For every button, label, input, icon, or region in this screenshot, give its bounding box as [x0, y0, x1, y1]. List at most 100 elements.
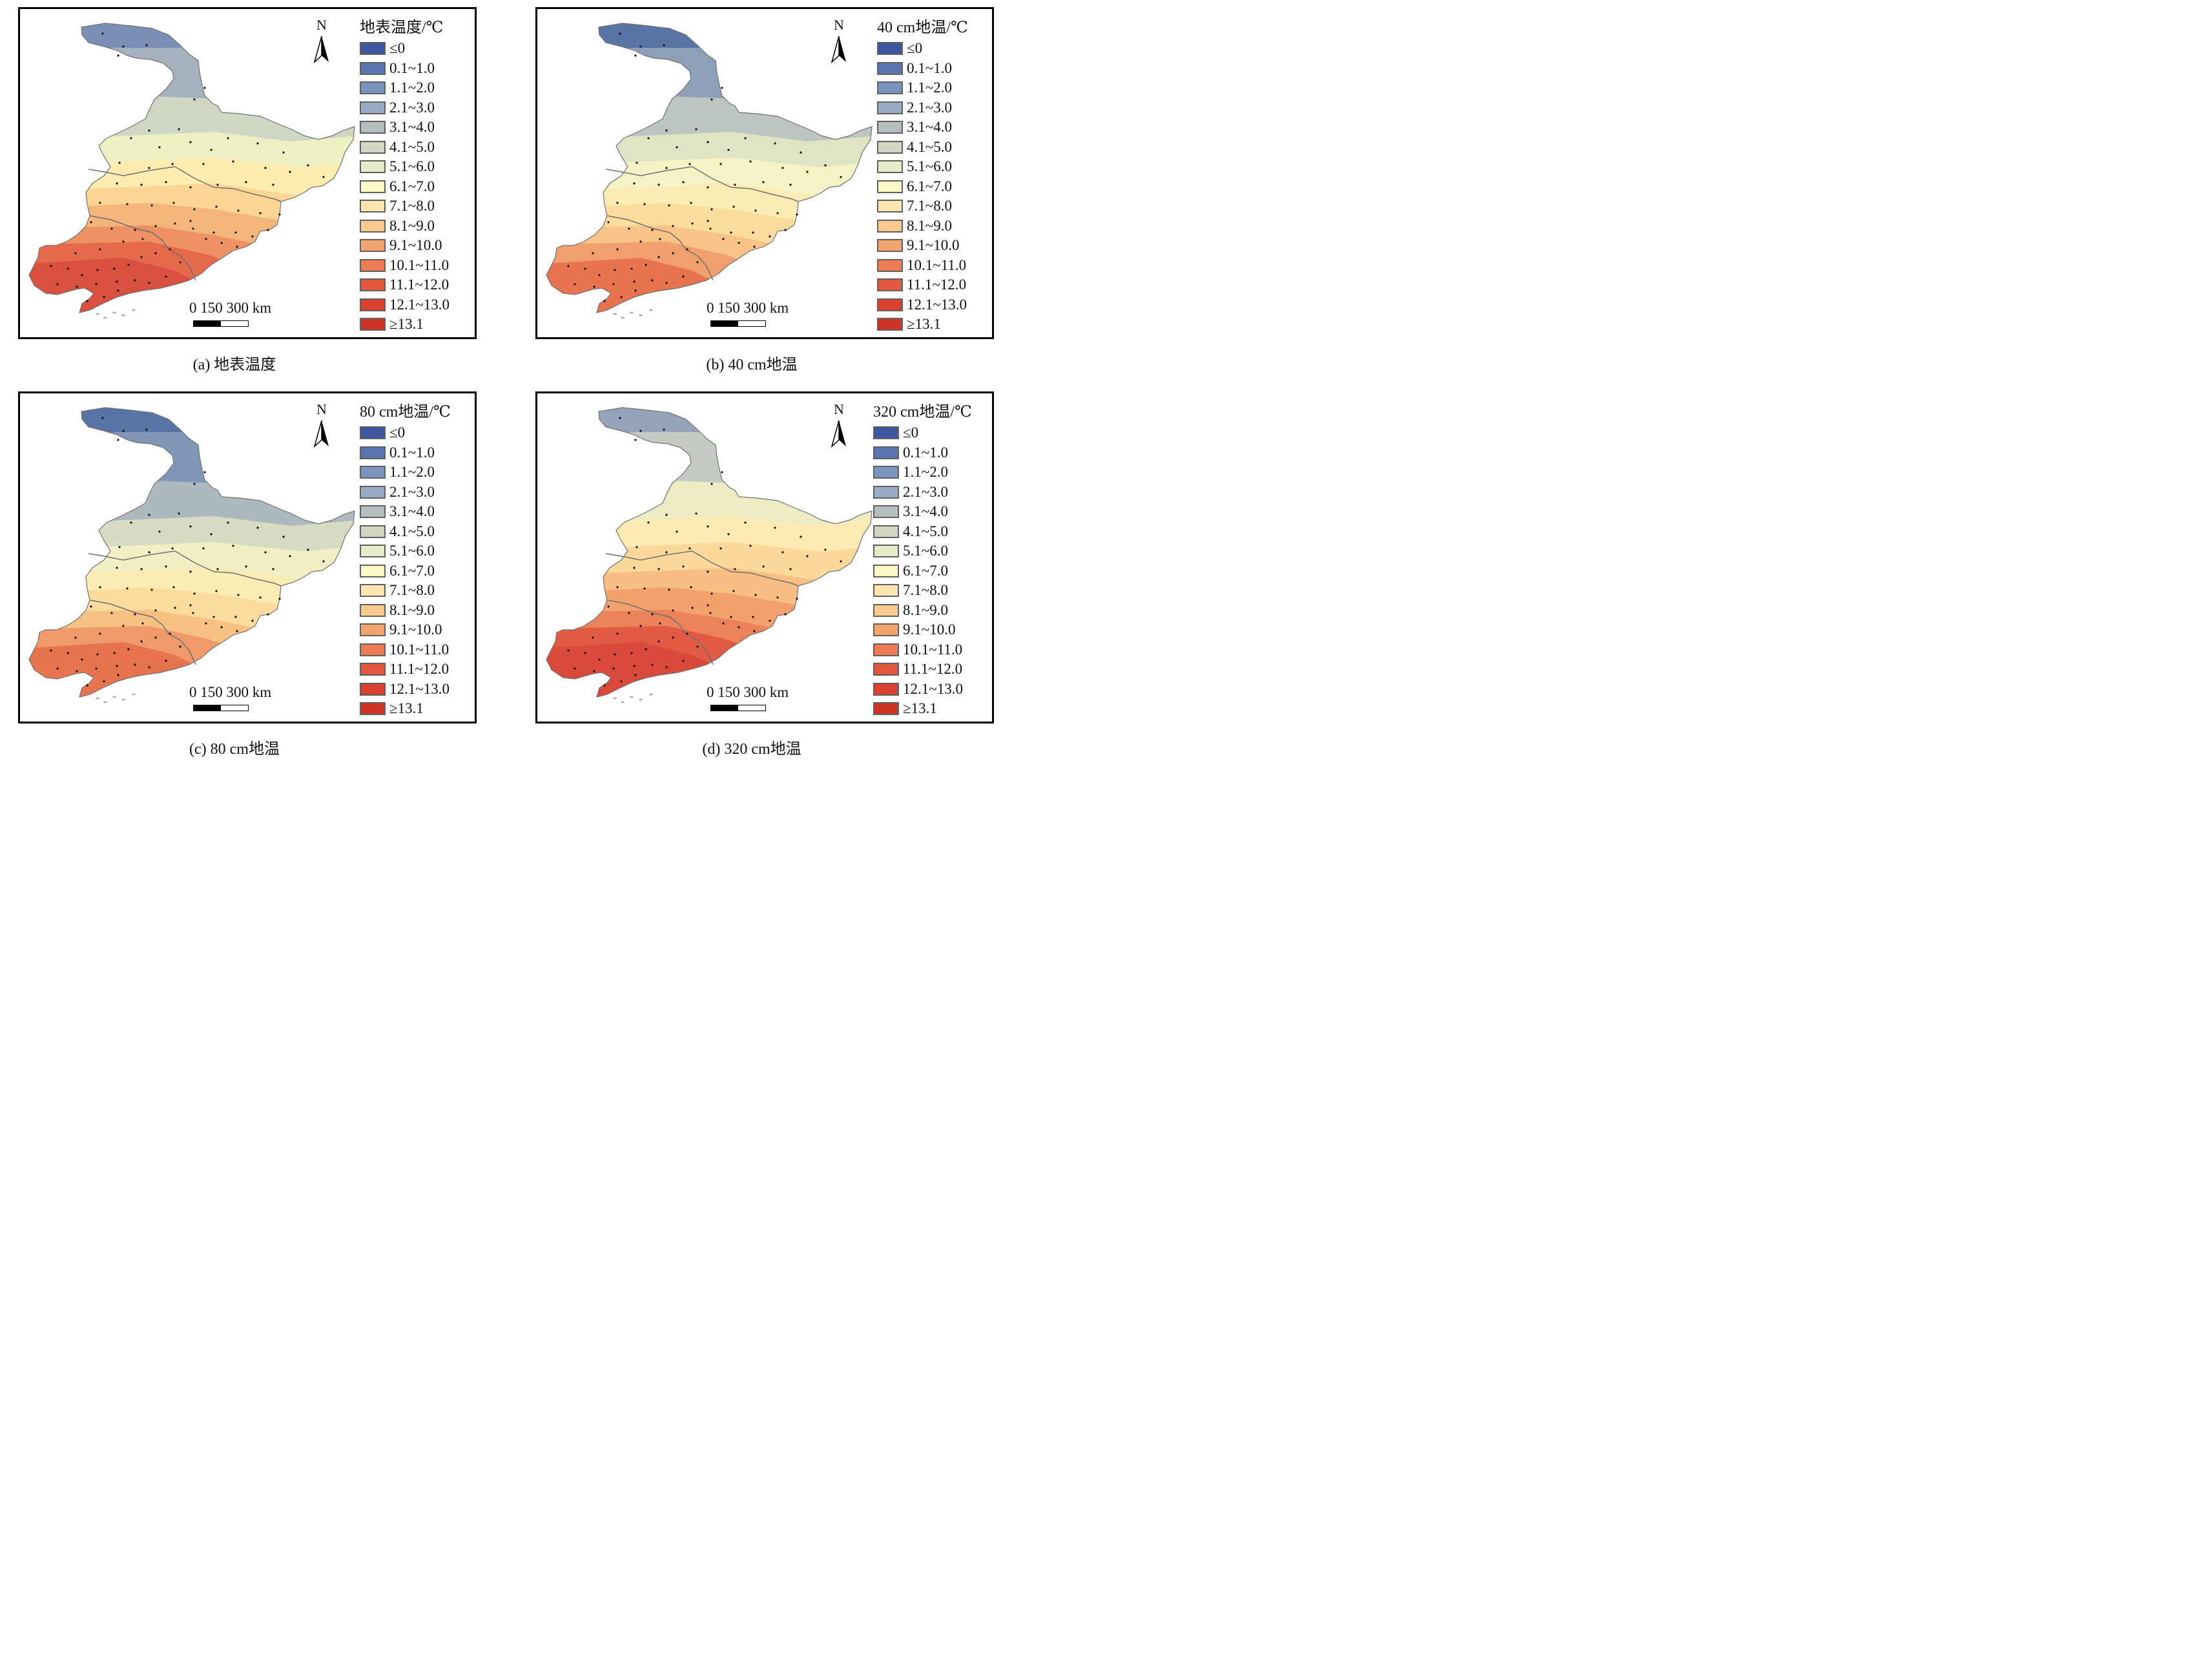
- legend-item: 6.1~7.0: [877, 177, 993, 197]
- legend-swatch: [873, 545, 899, 558]
- legend-swatch: [873, 702, 899, 716]
- station-dot: [282, 536, 285, 538]
- station-dot: [189, 570, 192, 573]
- legend: 地表温度/℃ ≤0 0.1~1.0 1.1~2.0 2.1~3.0 3.1~4.0 4.1…: [360, 18, 476, 335]
- legend-swatch: [360, 564, 386, 577]
- legend-swatch: [877, 180, 903, 193]
- legend-item: 1.1~2.0: [873, 463, 989, 483]
- legend-item: 6.1~7.0: [873, 561, 989, 581]
- legend-swatch: [873, 682, 899, 696]
- north-arrow: N: [312, 402, 331, 448]
- map-panel-a: N 地表温度/℃ ≤0 0.1~1.0 1.1~2.0 2.1~3.0 3.1~4.0 4…: [18, 7, 477, 339]
- legend-swatch: [360, 603, 386, 617]
- station-dot: [148, 167, 150, 169]
- station-dot: [634, 674, 637, 676]
- legend-label: 1.1~2.0: [903, 464, 948, 481]
- station-dot: [616, 202, 619, 204]
- station-dot: [50, 649, 52, 652]
- legend-item: 9.1~10.0: [360, 236, 476, 256]
- legend-item: 3.1~4.0: [360, 502, 476, 522]
- station-dot: [232, 545, 234, 547]
- station-dot: [781, 551, 784, 554]
- legend-swatch: [877, 219, 903, 233]
- station-dot: [56, 283, 59, 286]
- station-dot: [140, 568, 143, 570]
- station-dot: [633, 665, 636, 667]
- legend-item: 6.1~7.0: [360, 177, 476, 197]
- legend-label: ≤0: [907, 40, 923, 57]
- scale-bar-graphic: [710, 705, 766, 711]
- north-label: N: [316, 17, 327, 33]
- station-dot: [651, 663, 654, 666]
- legend-label: 7.1~8.0: [389, 198, 435, 214]
- station-dot: [154, 225, 157, 227]
- station-dot: [179, 645, 181, 648]
- station-dot: [130, 137, 132, 140]
- station-dot: [639, 430, 642, 432]
- station-dot: [695, 128, 698, 130]
- station-dot: [762, 565, 765, 568]
- scale-label: 0 150 300 km: [189, 300, 272, 316]
- station-dot: [753, 630, 756, 632]
- island: [630, 311, 634, 314]
- station-dot: [90, 605, 92, 608]
- north-arrow-icon: [831, 420, 846, 448]
- legend-swatch: [360, 702, 386, 716]
- station-dot: [707, 141, 709, 143]
- station-dot: [603, 684, 606, 687]
- station-dot: [86, 300, 88, 302]
- station-dot: [189, 525, 192, 528]
- station-dot: [322, 176, 325, 178]
- station-dot: [672, 609, 674, 612]
- station-dot: [707, 186, 709, 189]
- station-dot: [744, 521, 747, 524]
- station-dot: [171, 163, 174, 165]
- station-dot: [598, 274, 601, 276]
- legend-swatch: [360, 623, 386, 637]
- station-dot: [203, 87, 206, 89]
- station-dot: [719, 163, 722, 165]
- legend-swatch: [360, 466, 386, 479]
- station-dot: [148, 551, 150, 554]
- station-dot: [722, 238, 725, 240]
- station-dot: [657, 256, 660, 258]
- north-label: N: [834, 401, 844, 417]
- temperature-map: [28, 407, 355, 703]
- station-dot: [619, 417, 621, 419]
- scale-label: 0 150 300 km: [707, 684, 789, 700]
- station-dot: [659, 238, 661, 240]
- station-dot: [574, 283, 576, 286]
- legend-label: 2.1~3.0: [389, 483, 435, 500]
- station-dot: [216, 183, 219, 186]
- north-label: N: [316, 401, 327, 417]
- station-dot: [165, 275, 167, 278]
- station-dot: [126, 203, 129, 205]
- station-dot: [620, 296, 623, 298]
- station-dot: [189, 604, 192, 607]
- station-dot: [192, 612, 194, 614]
- legend-swatch: [877, 318, 903, 331]
- legend-swatch: [360, 61, 386, 75]
- legend-item: 12.1~13.0: [360, 295, 476, 315]
- legend-item: 1.1~2.0: [360, 78, 476, 98]
- station-dot: [122, 45, 125, 48]
- station-dot: [158, 530, 161, 533]
- legend-swatch: [873, 505, 899, 519]
- station-dot: [272, 183, 274, 186]
- legend-item: 4.1~5.0: [360, 138, 476, 158]
- station-dot: [322, 560, 325, 563]
- legend-label: 8.1~9.0: [903, 601, 948, 618]
- station-dot: [278, 598, 281, 600]
- caption-a: (a) 地表温度: [192, 357, 276, 373]
- station-dot: [665, 167, 668, 169]
- temperature-zone: [589, 48, 744, 106]
- station-dot: [774, 142, 776, 145]
- island: [639, 314, 643, 317]
- temperature-zone: [29, 642, 207, 697]
- legend-item: ≥13.1: [877, 315, 993, 335]
- station-dot: [639, 240, 642, 243]
- station-dot: [145, 44, 148, 47]
- province-boundary: [89, 599, 196, 665]
- legend-item: 2.1~3.0: [877, 98, 993, 118]
- island: [96, 697, 99, 700]
